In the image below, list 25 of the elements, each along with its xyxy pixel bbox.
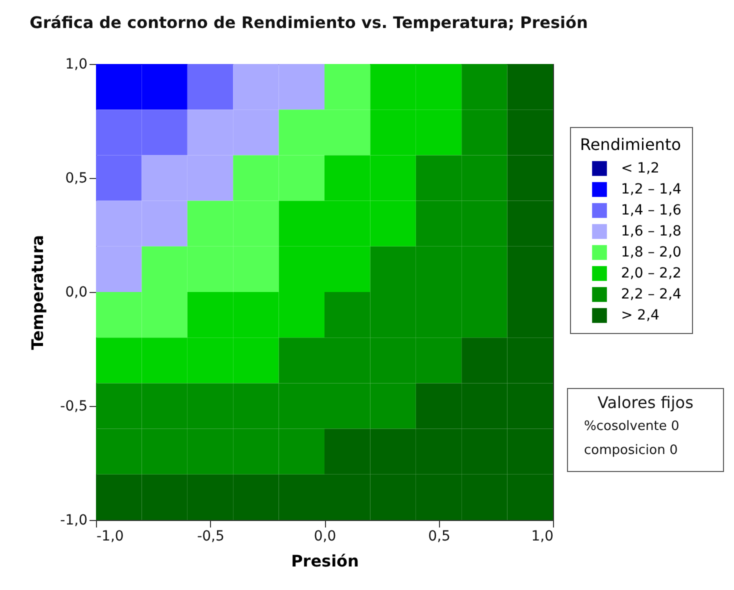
x-tick-label: 1,0 [531,528,554,544]
color-bar-label: 1,6 – 1,8 [621,224,682,240]
y-tick-label: -1,0 [60,512,88,528]
chart-title: Gráfica de contorno de Rendimiento vs. Temperatura; Presión [30,13,588,32]
y-tick-label: -0,5 [60,398,88,414]
y-axis-title: Temperatura [28,234,48,350]
x-tick-label: -0,5 [197,528,224,544]
text: Valores fijos [596,393,694,412]
legend-title: Rendimiento [580,135,681,154]
color-bar-label: > 2,4 [621,308,660,324]
color-bar-label: 1,4 – 1,6 [621,202,682,218]
color-bar-label: 2,0 – 2,2 [621,266,682,282]
y-tick-label: 0,0 [65,284,88,300]
text: composicion 0 [583,442,679,460]
text: %cosolvente 0 [583,418,680,436]
x-axis-title: Presión [291,552,359,570]
x-tick-label: 0,5 [428,528,450,544]
color-bar-label: 1,8 – 2,0 [621,244,682,260]
x-tick-label: 0,0 [314,528,336,544]
color-bar-label: 1,2 – 1,4 [621,182,682,198]
color-bar-label: < 1,2 [621,160,660,176]
y-tick-label: 0,5 [65,170,88,186]
x-tick-label: -1,0 [96,528,124,544]
color-bar-label: 2,2 – 2,4 [621,286,682,302]
y-tick-label: 1,0 [65,56,88,72]
